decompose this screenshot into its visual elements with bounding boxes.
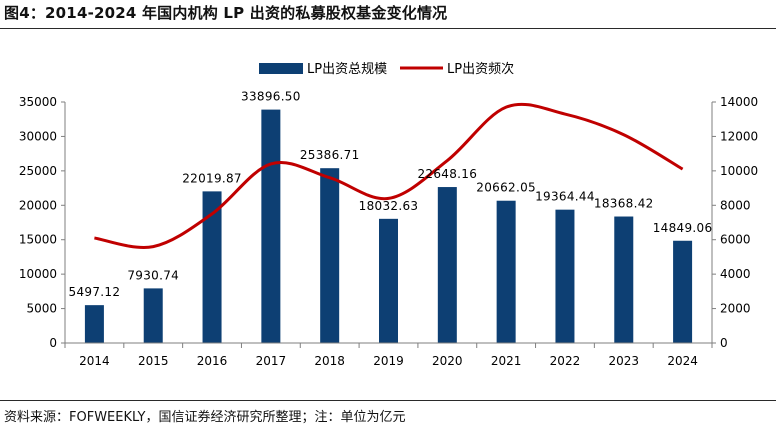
y-left-tick-label: 5000 [26,302,57,316]
y-right-tick-label: 0 [720,336,728,350]
source-note: 资料来源：FOFWEEKLY，国信证券经济研究所整理；注：单位为亿元 [4,410,406,425]
y-left-tick-label: 15000 [19,233,57,247]
bar-2021 [496,200,516,343]
bar-series [84,109,693,343]
bar-label-2017: 33896.50 [241,90,301,104]
bar-label-2023: 18368.42 [594,197,654,211]
top-rule [0,28,776,29]
figure-title: 图4：2014-2024 年国内机构 LP 出资的私募股权基金变化情况 [4,4,448,22]
bar-label-2015: 7930.74 [127,268,179,282]
y-right-tick-label: 10000 [720,164,758,178]
x-tick-label: 2018 [314,354,345,368]
bar-2019 [379,218,398,343]
y-axis-right: 0 2000 4000 6000 8000 10000 12000 14000 [711,95,758,350]
y-left-tick-label: 35000 [19,95,57,109]
bar-label-2022: 19364.44 [535,190,595,204]
y-right-tick-label: 12000 [720,129,758,143]
bar-2014 [84,305,104,343]
y-left-tick-label: 0 [49,336,57,350]
y-left-tick-label: 25000 [19,164,57,178]
bar-label-2016: 22019.87 [182,171,242,185]
legend-label-line: LP出资频次 [447,61,514,77]
y-left-tick-label: 10000 [19,267,57,281]
y-right-tick-label: 8000 [720,198,751,212]
bar-2016 [202,191,222,343]
y-right-tick-label: 2000 [720,302,751,316]
y-right-tick-label: 4000 [720,267,751,281]
bottom-rule [0,400,776,401]
y-left-tick-label: 20000 [19,198,57,212]
bar-2015 [143,288,163,343]
bar-label-2024: 14849.06 [653,221,713,235]
x-tick-label: 2016 [197,354,228,368]
bar-data-labels: 5497.12 7930.74 22019.87 33896.50 25386.71 18… [69,90,713,300]
legend-swatch-bar [259,63,303,74]
x-tick-label: 2014 [79,354,110,368]
bar-2024 [673,240,693,343]
bar-2022 [555,209,575,343]
y-axis-left: 0 5000 10000 15000 20000 25000 30000 35000 [19,95,66,350]
chart: 0 5000 10000 15000 20000 25000 30000 35000 0 200… [19,61,758,368]
x-tick-label: 2024 [667,354,698,368]
x-tick-label: 2021 [491,354,522,368]
bar-label-2021: 20662.05 [476,181,536,195]
y-right-tick-label: 14000 [720,95,758,109]
line-series [94,102,684,249]
x-tick-label: 2015 [138,354,169,368]
legend-label-bar: LP出资总规模 [307,62,387,77]
bar-label-2020: 22648.16 [417,167,477,181]
x-tick-label: 2019 [373,354,404,368]
bar-2023 [614,216,634,343]
x-tick-label: 2017 [256,354,287,368]
bar-label-2019: 18032.63 [359,199,419,213]
x-tick-label: 2022 [550,354,581,368]
x-tick-label: 2020 [432,354,463,368]
legend: LP出资总规模 LP出资频次 [259,61,514,77]
bar-2017 [261,109,281,343]
bar-2020 [437,187,457,343]
bar-2018 [320,168,340,343]
bar-label-2018: 25386.71 [300,148,360,162]
x-tick-label: 2023 [608,354,639,368]
bar-label-2014: 5497.12 [69,285,121,299]
y-left-tick-label: 30000 [19,129,57,143]
x-axis: 2014 2015 2016 2017 2018 2019 2020 2021 2022 2023… [64,342,713,368]
y-right-tick-label: 6000 [720,233,751,247]
